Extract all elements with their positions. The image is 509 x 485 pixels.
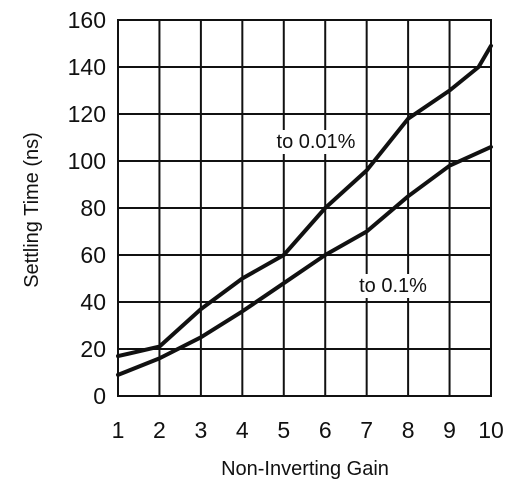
x-tick-label: 6	[319, 417, 332, 443]
x-tick-label: 7	[360, 417, 373, 443]
x-tick-label: 2	[153, 417, 166, 443]
x-tick-label: 5	[277, 417, 290, 443]
x-tick-label: 4	[236, 417, 249, 443]
series-label-0-01-percent: to 0.01%	[277, 131, 356, 153]
series-label-0-1-percent: to 0.1%	[359, 275, 427, 297]
series-layer	[116, 43, 493, 377]
x-tick-label: 10	[478, 417, 504, 443]
grid	[117, 19, 492, 397]
y-tick-label: 160	[68, 7, 106, 33]
y-tick-label: 100	[68, 148, 106, 174]
y-tick-label: 120	[68, 101, 106, 127]
y-tick-label: 140	[68, 54, 106, 80]
y-tick-label: 80	[80, 195, 106, 221]
x-tick-label: 3	[194, 417, 207, 443]
x-tick-label: 9	[443, 417, 456, 443]
y-tick-label: 20	[80, 336, 106, 362]
x-tick-label: 8	[402, 417, 415, 443]
series-line-0-1-percent	[116, 144, 493, 377]
x-tick-label: 1	[112, 417, 125, 443]
series-line-0-01-percent	[116, 43, 493, 359]
x-tick-labels: 1 2 3 4 5 6 7 8 9 10	[112, 417, 504, 443]
y-tick-label: 0	[93, 383, 106, 409]
series-label-backing	[356, 274, 431, 298]
y-axis-title: Settling Time (ns)	[21, 132, 43, 288]
plot-frame	[117, 19, 492, 397]
x-axis-title: Non-Inverting Gain	[221, 458, 389, 480]
series-label-backing	[273, 130, 359, 154]
y-tick-label: 40	[80, 289, 106, 315]
y-tick-labels: 0 20 40 60 80 100 120 140 160	[68, 7, 106, 409]
y-tick-label: 60	[80, 242, 106, 268]
series-labels: to 0.01% to 0.1%	[273, 130, 431, 298]
